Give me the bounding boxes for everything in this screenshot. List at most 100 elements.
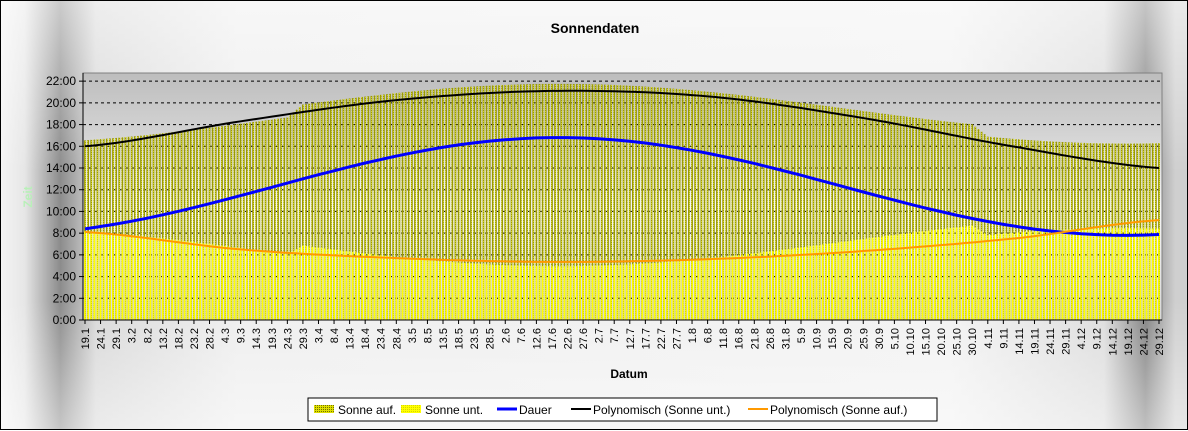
bar-sonne-unt: [607, 84, 609, 321]
bar-sonne-unt: [476, 86, 479, 320]
bar-sonne-unt: [887, 114, 890, 320]
bar-sonne-unt: [242, 123, 245, 320]
bar-sonne-unt: [488, 85, 491, 320]
bar-sonne-auf: [432, 260, 435, 320]
bar-sonne-auf: [1033, 231, 1036, 320]
bar-sonne-auf: [843, 241, 846, 320]
x-tick-label: 23.4: [376, 328, 388, 349]
bar-sonne-auf: [899, 234, 902, 320]
bar-sonne-unt: [386, 94, 388, 321]
y-tick-label: 0:00: [53, 313, 77, 327]
bar-sonne-auf: [354, 252, 357, 320]
bar-sonne-unt: [482, 85, 485, 320]
bar-sonne-auf: [311, 246, 314, 320]
bar-sonne-auf: [364, 253, 367, 320]
bar-sonne-unt: [519, 84, 522, 321]
bar-sonne-unt: [423, 90, 426, 320]
y-tick-label: 2:00: [53, 291, 77, 305]
bar-sonne-unt: [585, 84, 588, 320]
bar-sonne-unt: [725, 93, 728, 320]
bar-sonne-unt: [292, 112, 295, 320]
bar-sonne-auf: [700, 259, 703, 320]
bar-sonne-auf: [501, 265, 504, 320]
bar-sonne-auf: [865, 238, 868, 320]
bar-sonne-unt: [523, 84, 525, 320]
y-tick-label: 12:00: [46, 183, 76, 197]
bar-sonne-unt: [442, 88, 444, 321]
bar-sonne-auf: [1030, 231, 1033, 320]
bar-sonne-unt: [221, 126, 223, 320]
bar-sonne-auf: [541, 266, 544, 320]
x-tick-label: 14.11: [1014, 328, 1026, 355]
bar-sonne-auf: [902, 233, 905, 320]
x-tick-label: 13.5: [438, 328, 450, 349]
bar-sonne-unt: [877, 113, 880, 320]
bar-sonne-auf: [551, 266, 553, 320]
bar-sonne-auf: [787, 249, 790, 320]
bar-sonne-auf: [697, 259, 700, 320]
bar-sonne-unt: [890, 114, 893, 321]
bar-sonne-unt: [358, 97, 360, 321]
bar-sonne-unt: [563, 83, 566, 320]
legend-label: Polynomisch (Sonne auf.): [770, 403, 907, 417]
bar-sonne-auf: [560, 266, 563, 320]
bar-sonne-auf: [1095, 228, 1098, 320]
bar-sonne-unt: [821, 105, 824, 320]
bar-sonne-auf: [308, 246, 311, 320]
bar-sonne-unt: [909, 117, 911, 320]
bar-sonne-auf: [217, 245, 220, 320]
bar-sonne-unt: [345, 98, 348, 320]
bar-sonne-auf: [115, 233, 118, 320]
bar-sonne-unt: [896, 115, 899, 320]
bar-sonne-auf: [143, 236, 146, 320]
bar-sonne-auf: [155, 237, 158, 320]
bar-sonne-auf: [435, 260, 438, 320]
bar-sonne-auf: [523, 265, 525, 320]
x-tick-label: 10.9: [812, 328, 824, 349]
bar-sonne-unt: [924, 119, 927, 320]
bar-sonne-unt: [557, 83, 560, 320]
bar-sonne-auf: [358, 252, 360, 320]
bar-sonne-auf: [660, 262, 662, 320]
bar-sonne-auf: [186, 241, 189, 320]
bar-sonne-auf: [1018, 232, 1020, 320]
x-tick-label: 6.8: [703, 328, 715, 343]
bar-sonne-unt: [302, 104, 304, 320]
x-tick-label: 2.7: [594, 328, 606, 343]
bar-sonne-auf: [958, 227, 961, 320]
bar-sonne-auf: [853, 240, 855, 320]
bar-sonne-unt: [846, 108, 849, 321]
bar-sonne-unt: [943, 121, 946, 320]
bar-sonne-auf: [971, 225, 974, 320]
bar-sonne-auf: [498, 264, 500, 320]
bar-sonne-auf: [258, 250, 261, 320]
bar-sonne-unt: [435, 89, 438, 321]
bar-sonne-auf: [709, 258, 712, 320]
bar-sonne-auf: [479, 263, 482, 320]
bar-sonne-unt: [684, 89, 687, 320]
bar-sonne-auf: [563, 266, 566, 320]
bar-sonne-unt: [989, 136, 992, 320]
bar-sonne-unt: [572, 83, 575, 320]
bar-sonne-auf: [603, 265, 606, 320]
bar-sonne-auf: [233, 247, 236, 320]
bar-sonne-unt: [968, 123, 971, 320]
bar-sonne-auf: [410, 258, 413, 320]
bar-sonne-unt: [803, 103, 806, 320]
x-tick-label: 28.5: [485, 328, 497, 349]
bar-sonne-unt: [638, 86, 641, 320]
bar-sonne-auf: [622, 264, 625, 320]
bar-sonne-auf: [171, 239, 174, 320]
bar-sonne-auf: [1027, 231, 1030, 320]
bar-sonne-auf: [862, 239, 865, 320]
bar-sonne-auf: [295, 249, 298, 320]
bar-sonne-unt: [691, 90, 693, 320]
bar-sonne-unt: [747, 96, 749, 321]
bar-sonne-auf: [1011, 232, 1014, 320]
x-tick-label: 23.5: [469, 328, 481, 349]
bar-sonne-unt: [818, 105, 821, 321]
bar-sonne-auf: [516, 265, 519, 320]
bar-sonne-unt: [862, 111, 865, 320]
x-tick-label: 8.4: [329, 328, 341, 343]
bar-sonne-auf: [663, 262, 665, 320]
